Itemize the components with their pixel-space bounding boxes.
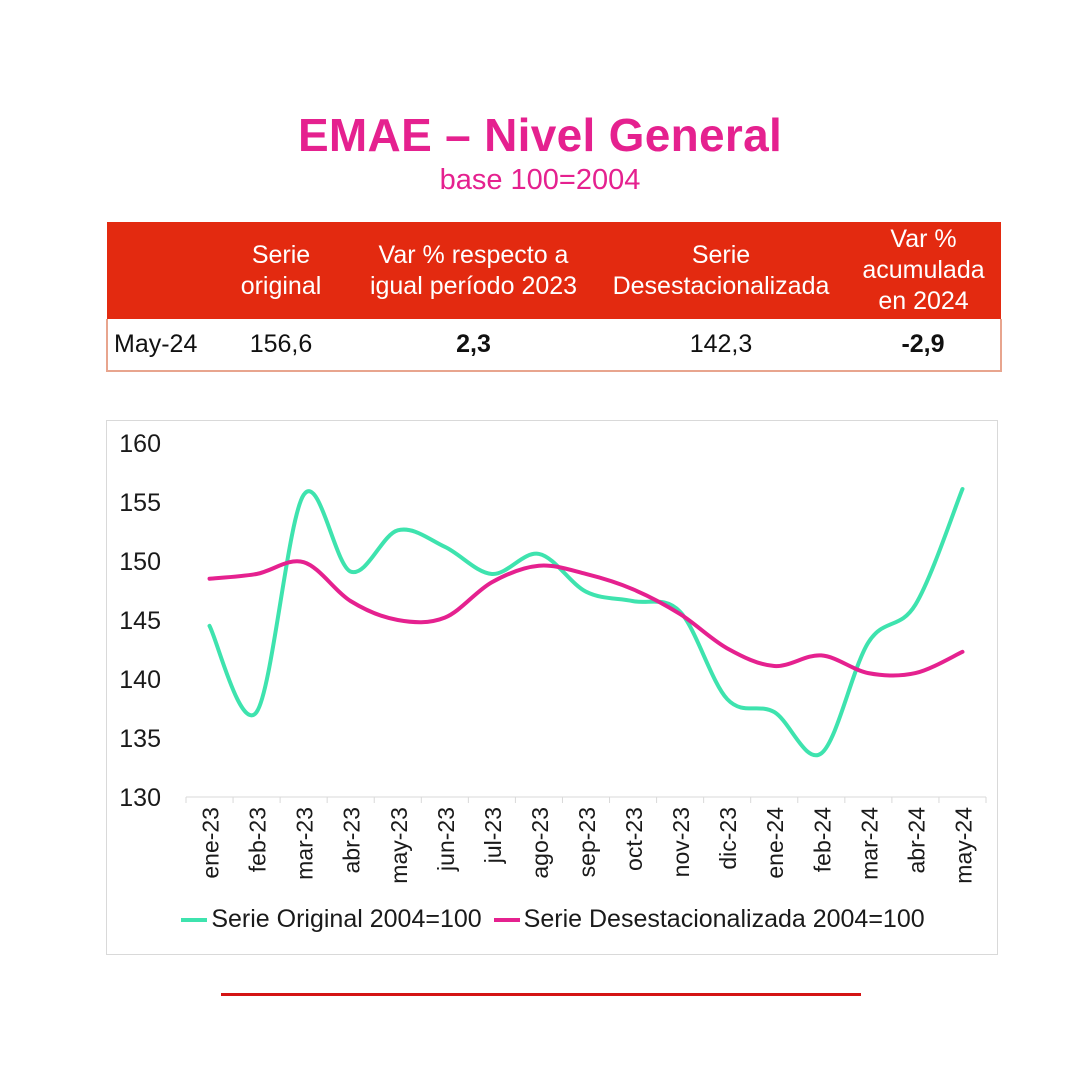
x-tick-label: may-24 [950, 807, 976, 884]
x-tick-label: abr-24 [903, 807, 929, 874]
y-tick-label: 145 [119, 607, 161, 635]
summary-table: Serie original Var % respecto a igual perí… [106, 222, 1002, 372]
x-tick-label: ene-24 [762, 807, 788, 879]
chart-title: EMAE – Nivel General [297, 109, 783, 161]
y-tick-label: 150 [119, 548, 161, 576]
x-tick-label: feb-23 [245, 807, 271, 872]
series-line-desest [207, 559, 965, 678]
chart-legend: Serie Original 2004=100 Serie Desestacio… [107, 905, 999, 934]
x-tick-label: mar-24 [856, 807, 882, 880]
header-var-acumulada: Var % acumulada en 2024 [846, 222, 1001, 319]
summary-header-row: Serie original Var % respecto a igual perí… [107, 222, 1001, 319]
line-chart-svg: 130 135 140 145 150 155 160 ene-23 feb-23 mar-23 a… [119, 430, 987, 884]
header-serie-desest: Serie Desestacionalizada [596, 222, 846, 319]
legend-label-original: Serie Original 2004=100 [211, 905, 482, 933]
x-tick-label: jun-23 [433, 807, 459, 872]
cell-var-acumulada: -2,9 [846, 319, 1002, 372]
header-var-interanual: Var % respecto a igual período 2023 [351, 222, 596, 319]
x-tick-label: feb-24 [809, 807, 835, 872]
legend-label-desest: Serie Desestacionalizada 2004=100 [523, 905, 925, 933]
cell-serie-original: 156,6 [211, 319, 351, 372]
cell-period: May-24 [106, 319, 211, 372]
header-serie-original: Serie original [211, 222, 351, 319]
cell-var-interanual: 2,3 [351, 319, 596, 372]
summary-data-row: May-24 156,6 2,3 142,3 -2,9 [106, 319, 1002, 372]
y-tick-label: 155 [119, 489, 161, 517]
legend-swatch-original [181, 917, 208, 922]
y-tick-label: 130 [119, 784, 161, 812]
chart-subtitle: base 100=2004 [439, 164, 641, 196]
x-tick-label: ene-23 [198, 807, 224, 879]
x-tick-label: oct-23 [621, 807, 647, 871]
y-tick-label: 160 [119, 430, 161, 458]
x-tick-label: may-23 [386, 807, 412, 884]
legend-swatch-desest [493, 917, 520, 922]
legend-item-desest: Serie Desestacionalizada 2004=100 [493, 905, 925, 934]
header-blank [107, 222, 211, 319]
x-tick-label: dic-23 [715, 807, 741, 870]
x-tick-label: nov-23 [668, 807, 694, 877]
legend-item-original: Serie Original 2004=100 [181, 905, 482, 934]
x-tick-label: sep-23 [574, 807, 600, 877]
footer-rule [221, 993, 861, 996]
x-tick-label: abr-23 [339, 807, 365, 873]
y-tick-label: 140 [119, 666, 161, 694]
series-line-original [207, 487, 965, 758]
x-tick-label: jul-23 [480, 807, 506, 864]
line-chart: 130 135 140 145 150 155 160 ene-23 feb-23 mar-23 a… [106, 420, 998, 955]
x-tick-label: ago-23 [527, 807, 553, 879]
cell-serie-desest: 142,3 [596, 319, 846, 372]
x-tick-label: mar-23 [292, 807, 318, 880]
y-tick-label: 135 [119, 725, 161, 753]
